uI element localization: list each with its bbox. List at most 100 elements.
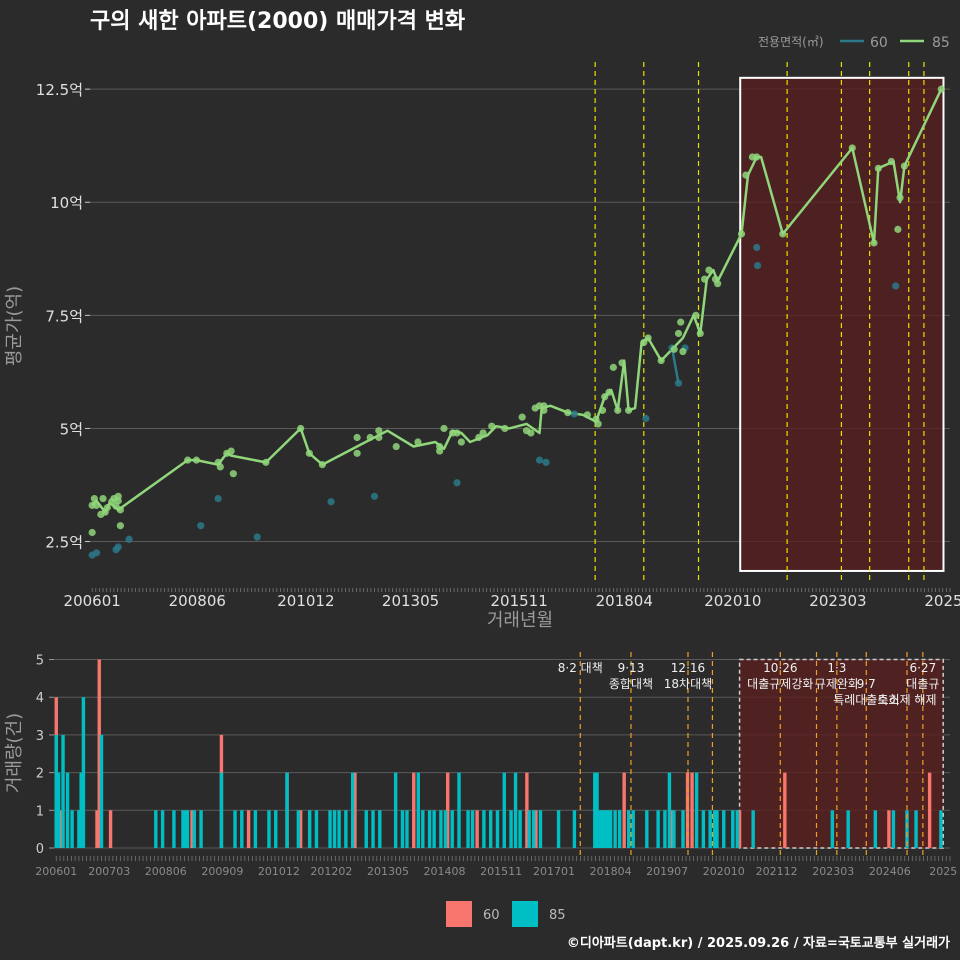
volume-x-tick-label: 201305	[367, 865, 409, 878]
price-point-85	[696, 329, 704, 338]
volume-bar-85	[627, 810, 631, 848]
price-point-85	[353, 449, 361, 457]
volume-bar-85	[939, 810, 943, 848]
price-x-axis-label: 거래년월	[487, 610, 553, 631]
volume-x-tick-label: 201804	[590, 865, 632, 878]
volume-x-tick-label: 200806	[145, 865, 187, 878]
volume-bar-85	[274, 810, 278, 848]
volume-bar-85	[364, 810, 368, 848]
price-point-85	[609, 363, 617, 371]
volume-bar-85	[667, 772, 672, 848]
volume-bar-85	[378, 810, 382, 848]
volume-bar-85	[518, 810, 522, 848]
volume-bar-85	[371, 810, 375, 848]
volume-bar-85	[61, 734, 65, 848]
price-point-85	[657, 356, 665, 365]
volume-bar-85	[450, 810, 454, 848]
price-point-60	[114, 543, 122, 551]
volume-bars	[54, 659, 943, 848]
price-point-85	[614, 406, 622, 414]
volume-bar-85	[416, 772, 420, 848]
volume-policy-label: 대출규제강화	[747, 677, 813, 691]
volume-bar-85	[891, 810, 896, 848]
volume-bar-60	[412, 772, 416, 848]
volume-bar-85	[663, 810, 667, 848]
price-point-85	[488, 422, 496, 430]
price-point-85	[540, 402, 548, 410]
volume-x-tick-label: 201907	[646, 865, 688, 878]
volume-x-tick-label: 201202	[310, 865, 352, 878]
price-point-85	[644, 334, 652, 342]
volume-policy-label: 18차대책	[664, 676, 712, 691]
volume-bar-85	[185, 810, 190, 848]
volume-bar-85	[314, 810, 319, 848]
price-x-tick-label: 200806	[169, 592, 226, 610]
volume-bar-85	[79, 772, 83, 848]
price-point-85	[887, 157, 895, 166]
volume-bar-85	[77, 810, 81, 848]
volume-bar-85	[285, 772, 289, 848]
volume-bar-85	[54, 734, 58, 848]
volume-bar-85	[267, 810, 271, 848]
price-point-85	[670, 345, 678, 353]
price-point-60	[753, 243, 761, 252]
price-point-85	[692, 311, 700, 319]
price-point-85	[779, 230, 787, 238]
price-point-85	[705, 266, 713, 274]
volume-x-tick-label: 200601	[35, 865, 77, 878]
volume-bar-60	[887, 810, 891, 848]
price-point-60	[674, 379, 683, 387]
volume-policy-lines	[579, 652, 924, 858]
price-point-85	[453, 429, 461, 437]
volume-y-tick-label: 0	[36, 842, 44, 857]
volume-bar-85	[715, 810, 719, 848]
volume-bar-85	[65, 772, 70, 848]
volume-x-tick-label: 201511	[480, 865, 522, 878]
volume-bar-85	[482, 810, 486, 848]
volume-bar-85	[731, 810, 735, 848]
volume-bar-60	[685, 772, 690, 848]
volume-bar-85	[240, 810, 244, 848]
price-x-tick-label: 201511	[490, 592, 547, 610]
volume-policy-label: 8·2 대책	[558, 660, 603, 675]
price-point-85	[116, 522, 125, 530]
price-point-85	[594, 420, 602, 428]
volume-x-tick-label: 201701	[533, 865, 575, 878]
price-point-85	[700, 275, 709, 283]
price-point-85	[457, 438, 465, 446]
price-point-85	[598, 406, 607, 414]
volume-bar-60	[97, 659, 101, 848]
volume-bar-60	[190, 810, 194, 848]
volume-bar-85	[99, 734, 104, 848]
volume-bar-60	[927, 772, 932, 848]
price-point-85	[679, 347, 687, 356]
volume-bar-60	[353, 772, 357, 848]
price-point-85	[375, 433, 383, 442]
price-x-tick-label: 202303	[809, 592, 866, 610]
price-point-85	[184, 456, 192, 464]
volume-bar-85	[457, 772, 461, 848]
volume-bar-85	[296, 810, 301, 848]
price-point-60	[642, 414, 650, 423]
volume-bar-85	[421, 810, 425, 848]
price-point-85	[103, 504, 111, 512]
volume-bar-85	[905, 810, 909, 848]
price-point-60	[197, 522, 205, 530]
volume-bar-85	[914, 810, 918, 848]
price-point-60	[92, 549, 101, 557]
volume-bar-85	[400, 810, 405, 848]
volume-bar-85	[199, 810, 203, 848]
price-point-85	[900, 162, 908, 170]
price-point-60	[453, 479, 461, 487]
price-point-85	[262, 458, 270, 466]
volume-bar-85	[502, 772, 506, 848]
volume-bar-85	[572, 810, 577, 848]
volume-bar-60	[534, 810, 538, 848]
price-x-tick-label: 202010	[704, 592, 761, 610]
volume-bar-85	[708, 810, 712, 848]
price-y-tick-label: 10억	[50, 194, 83, 212]
volume-y-tick-label: 1	[36, 804, 44, 819]
volume-bar-85	[219, 772, 224, 848]
volume-bar-85	[192, 810, 196, 848]
